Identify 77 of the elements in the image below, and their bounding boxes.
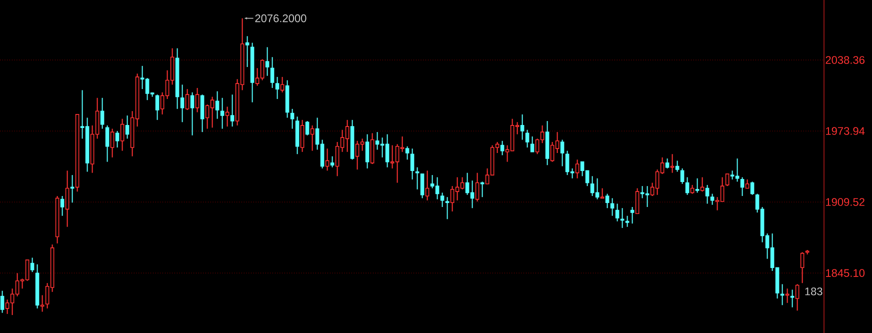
y-tick-label: 1845.10 (826, 269, 865, 277)
candlestick (420, 173, 424, 199)
y-tick-label: 1909.52 (826, 198, 864, 206)
candlestick (110, 128, 114, 158)
candlestick (705, 184, 710, 204)
candlestick (725, 173, 730, 187)
candlestick (685, 176, 690, 196)
candlestick (750, 181, 754, 196)
y-tick-label: 2038.36 (826, 56, 864, 64)
candlestick (675, 160, 680, 172)
candlestick (525, 129, 530, 148)
candlestick (520, 114, 524, 140)
y-tick-label: 1973.94 (826, 127, 865, 135)
candlestick (0, 290, 4, 314)
candlestick (710, 193, 714, 206)
candlestick (610, 198, 614, 216)
candlestick (125, 115, 130, 140)
candlestick (105, 124, 110, 162)
candlestick (615, 203, 620, 222)
candlestick (270, 56, 274, 88)
candlestick (100, 97, 104, 130)
candlestick (625, 215, 630, 228)
candlestick (60, 195, 64, 216)
candlestick (115, 130, 120, 148)
candlestick (600, 188, 604, 199)
candlestick (200, 94, 204, 133)
candlestick (275, 76, 280, 100)
candlestick (180, 84, 184, 123)
candlestick (195, 87, 200, 113)
candlestick (445, 196, 450, 220)
candlestick (265, 46, 270, 76)
candlestick (365, 134, 370, 169)
candlestick (370, 132, 374, 165)
candlestick (665, 158, 670, 169)
candlestick (230, 94, 234, 128)
candlestick (215, 90, 220, 120)
candlestick (225, 106, 230, 128)
candlestick (605, 193, 610, 209)
candlestick (305, 120, 310, 136)
candlestick (310, 124, 314, 152)
candlestick (440, 192, 444, 208)
candlestick (220, 97, 224, 130)
candlestick (325, 148, 330, 172)
candlestick (330, 156, 334, 168)
candlestick (405, 146, 410, 160)
candlestick (280, 76, 284, 93)
candlestick (185, 88, 190, 111)
candlestick (40, 294, 44, 312)
candlestick (560, 139, 564, 167)
candlestick (800, 252, 804, 284)
candlestick (480, 181, 484, 198)
candlestick (245, 36, 250, 68)
candlestick (680, 168, 684, 184)
candlestick (630, 206, 634, 224)
annotation: 2076.2000 (255, 14, 306, 22)
candlestick (695, 178, 700, 194)
candlestick (300, 119, 304, 152)
candlestick (500, 140, 504, 156)
candlestick (780, 284, 784, 306)
candlestick (700, 176, 704, 192)
candlestick (425, 170, 430, 201)
candlestick (475, 172, 480, 202)
candlestick (795, 284, 800, 312)
candlestick (65, 170, 70, 228)
candlestick (120, 118, 124, 152)
candlestick (575, 159, 580, 179)
candlestick (620, 208, 624, 228)
candlestick (740, 176, 744, 196)
candlestick (785, 288, 790, 304)
annotation: 183 (805, 287, 822, 296)
candlestick (155, 94, 160, 120)
candlestick (290, 108, 294, 130)
candlestick (790, 289, 794, 308)
candlestick (410, 148, 414, 180)
candlestick (635, 188, 640, 214)
candlestick (190, 92, 194, 136)
candlestick (530, 136, 534, 152)
